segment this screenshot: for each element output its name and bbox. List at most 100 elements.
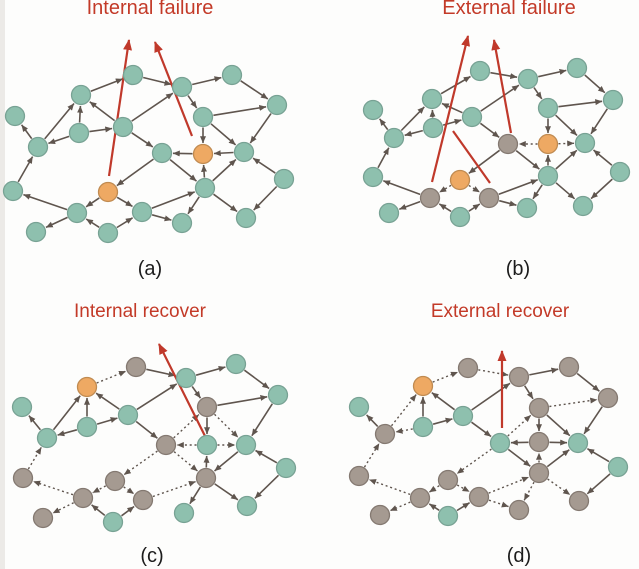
panel-a-title: Internal failure bbox=[86, 0, 214, 19]
network-node-normal bbox=[117, 404, 139, 426]
network-node-normal bbox=[131, 201, 153, 223]
network-node-normal bbox=[461, 106, 483, 128]
network-edge bbox=[195, 365, 226, 376]
network-edge bbox=[187, 196, 200, 215]
network-node-failed bbox=[597, 387, 619, 409]
network-edge bbox=[555, 149, 578, 170]
network-edge bbox=[555, 114, 578, 136]
network-edge-dashed bbox=[92, 485, 107, 494]
network-edge bbox=[45, 216, 68, 229]
network-edge-dashed bbox=[96, 370, 127, 384]
network-edge-dashed bbox=[468, 184, 481, 193]
network-edge bbox=[590, 178, 613, 200]
network-edge bbox=[529, 367, 559, 376]
network-node-overloaded bbox=[537, 133, 559, 155]
network-edge-dashed bbox=[523, 481, 535, 501]
network-node-failed bbox=[409, 487, 431, 509]
network-edge bbox=[146, 368, 176, 378]
panel-b-caption: (b) bbox=[505, 258, 531, 280]
network-edge bbox=[136, 383, 178, 411]
network-node-normal bbox=[362, 166, 384, 188]
panel-c-caption: (c) bbox=[140, 545, 164, 567]
network-edge bbox=[507, 448, 531, 467]
network-node-normal bbox=[273, 168, 295, 190]
network-edge bbox=[28, 415, 42, 431]
network-edge bbox=[498, 179, 538, 196]
nodes-layer bbox=[2, 57, 631, 533]
network-node-normal bbox=[70, 84, 92, 106]
network-edge-dashed bbox=[456, 448, 492, 475]
network-node-normal bbox=[235, 434, 257, 456]
network-node-normal bbox=[192, 106, 214, 128]
network-edge bbox=[480, 84, 520, 112]
network-node-failed bbox=[497, 133, 519, 155]
network-edge bbox=[400, 106, 425, 132]
network-edge bbox=[213, 451, 239, 472]
network-node-normal bbox=[421, 88, 443, 110]
panel-b-title: External failure bbox=[442, 0, 576, 19]
network-edge bbox=[95, 392, 120, 410]
network-edge bbox=[192, 76, 222, 86]
network-node-normal bbox=[36, 427, 58, 449]
panel-d-title: External recover bbox=[430, 301, 570, 322]
network-node-normal bbox=[97, 222, 119, 244]
network-edge bbox=[255, 449, 278, 464]
network-edge bbox=[57, 429, 78, 437]
network-edge-dashed bbox=[123, 450, 158, 476]
network-edge bbox=[143, 76, 172, 86]
network-node-normal bbox=[194, 177, 216, 199]
network-node-normal bbox=[469, 60, 491, 82]
network-edge-dashed bbox=[549, 397, 598, 408]
network-edge-dashed bbox=[507, 414, 532, 437]
network-edge bbox=[243, 369, 270, 390]
red-propagation-arrow bbox=[491, 39, 513, 134]
network-edge bbox=[48, 135, 70, 145]
network-edge bbox=[584, 74, 606, 94]
network-edge-dashed bbox=[389, 501, 411, 512]
network-edge bbox=[583, 406, 603, 435]
network-edge bbox=[456, 502, 471, 512]
network-edge bbox=[590, 108, 608, 135]
network-edge bbox=[498, 199, 517, 207]
network-node-normal bbox=[112, 116, 134, 138]
network-edge bbox=[217, 394, 268, 407]
network-edge bbox=[471, 382, 511, 411]
network-edge bbox=[533, 87, 543, 100]
red-propagation-arrow bbox=[107, 39, 132, 177]
network-node-normal bbox=[68, 122, 90, 144]
network-edge bbox=[151, 191, 195, 210]
network-node-failed bbox=[348, 465, 370, 487]
network-node-failed bbox=[104, 470, 126, 492]
network-node-normal bbox=[4, 105, 26, 127]
network-edge bbox=[524, 385, 534, 400]
network-edge-dashed bbox=[547, 478, 571, 496]
network-edge bbox=[96, 417, 118, 425]
network-edge bbox=[210, 123, 237, 146]
network-edge bbox=[251, 403, 273, 437]
network-node-normal bbox=[437, 505, 459, 527]
network-edge-dashed bbox=[27, 447, 42, 470]
network-edge bbox=[23, 193, 68, 211]
network-node-normal bbox=[122, 64, 144, 86]
network-node-normal bbox=[378, 202, 400, 224]
network-edge bbox=[212, 158, 237, 182]
network-node-normal bbox=[516, 197, 538, 219]
network-edge bbox=[249, 113, 272, 144]
network-edge bbox=[135, 420, 158, 439]
network-edge-dashed bbox=[173, 451, 198, 472]
network-edge bbox=[20, 124, 33, 140]
network-edge-dashed bbox=[439, 184, 452, 193]
network-node-failed bbox=[528, 397, 550, 419]
network-edge-dashed bbox=[390, 394, 417, 427]
network-edge bbox=[131, 132, 154, 148]
network-edge bbox=[546, 449, 570, 468]
network-edge bbox=[85, 218, 100, 228]
network-node-normal bbox=[196, 434, 218, 456]
network-node-normal bbox=[175, 367, 197, 389]
network-edge bbox=[116, 217, 134, 229]
network-node-failed bbox=[508, 499, 530, 521]
network-edge-dashed bbox=[152, 480, 196, 498]
network-node-normal bbox=[25, 221, 47, 243]
